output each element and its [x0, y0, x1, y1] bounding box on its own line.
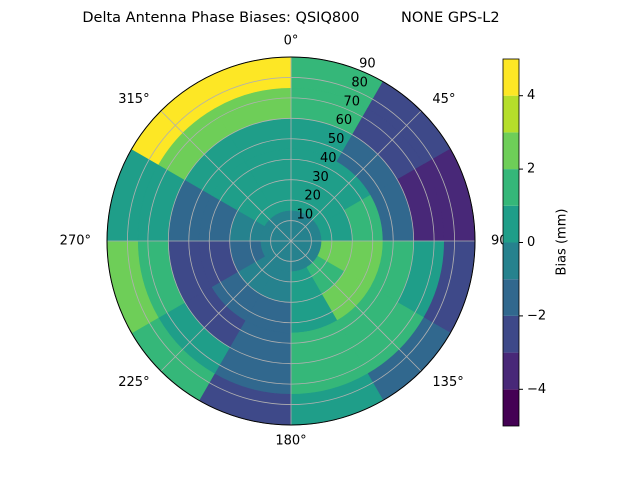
angular-grid-line: [160, 110, 292, 242]
angular-tick-label: 180°: [275, 434, 306, 449]
angular-tick-label: 45°: [432, 92, 455, 107]
radial-tick-label: 10: [297, 208, 314, 223]
colorbar-band: [503, 315, 519, 353]
radial-tick-label: 80: [351, 75, 368, 90]
radial-tick-label: 90: [359, 57, 376, 72]
grid: [106, 56, 476, 426]
angular-grid-line: [160, 240, 292, 372]
angular-tick-label: 270°: [60, 234, 91, 249]
angular-grid-line: [290, 110, 422, 242]
colorbar-tick-label: 0: [527, 235, 535, 250]
colorbar-band: [503, 352, 519, 390]
polar-frame: [106, 56, 476, 426]
angular-tick-label: 135°: [432, 375, 463, 390]
colorbar-band: [503, 279, 519, 316]
colorbar-band: [503, 132, 519, 170]
chart-title: Delta Antenna Phase Biases: QSIQ800 NONE…: [82, 10, 499, 26]
labels: 1020304050607080900°45°90135°180°225°270…: [60, 34, 508, 449]
colorbar-band: [503, 242, 519, 280]
angular-tick-label: 225°: [118, 375, 149, 390]
angular-tick-label: 0°: [284, 34, 299, 49]
colorbar-label: Bias (mm): [555, 209, 570, 276]
colorbar-band: [503, 169, 519, 206]
radial-tick-label: 50: [328, 132, 345, 147]
radial-tick-label: 40: [320, 151, 337, 166]
colorbar-band: [503, 389, 519, 426]
radial-tick-label: 60: [336, 113, 353, 128]
colorbar-tick-label: 4: [527, 88, 535, 103]
angular-grid-line: [290, 240, 422, 372]
colorbar-tick-label: 2: [527, 162, 535, 177]
colorbar-tick-label: −4: [527, 382, 546, 397]
colorbar-band: [503, 59, 519, 96]
colorbar-tick-label: −2: [527, 308, 546, 323]
radial-tick-label: 20: [304, 189, 321, 204]
radial-tick-label: 70: [343, 94, 360, 109]
colorbar-band: [503, 95, 519, 133]
colorbar-band: [503, 205, 519, 243]
angular-tick-label: 315°: [118, 92, 149, 107]
radial-tick-label: 30: [312, 170, 329, 185]
